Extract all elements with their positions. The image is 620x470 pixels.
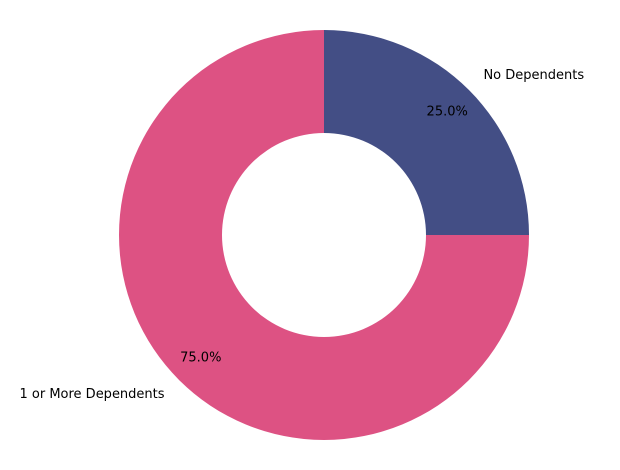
percent-label-no-dependents: 25.0% bbox=[427, 104, 468, 119]
slice-1-or-more-dependents bbox=[119, 30, 529, 440]
category-label-no-dependents: No Dependents bbox=[483, 68, 584, 83]
slice-no-dependents bbox=[324, 30, 529, 235]
labels-group: 25.0% No Dependents 75.0% 1 or More Depende… bbox=[19, 68, 584, 402]
slices-group bbox=[119, 30, 529, 440]
percent-label-1-or-more-dependents: 75.0% bbox=[180, 351, 221, 366]
category-label-1-or-more-dependents: 1 or More Dependents bbox=[19, 387, 164, 402]
